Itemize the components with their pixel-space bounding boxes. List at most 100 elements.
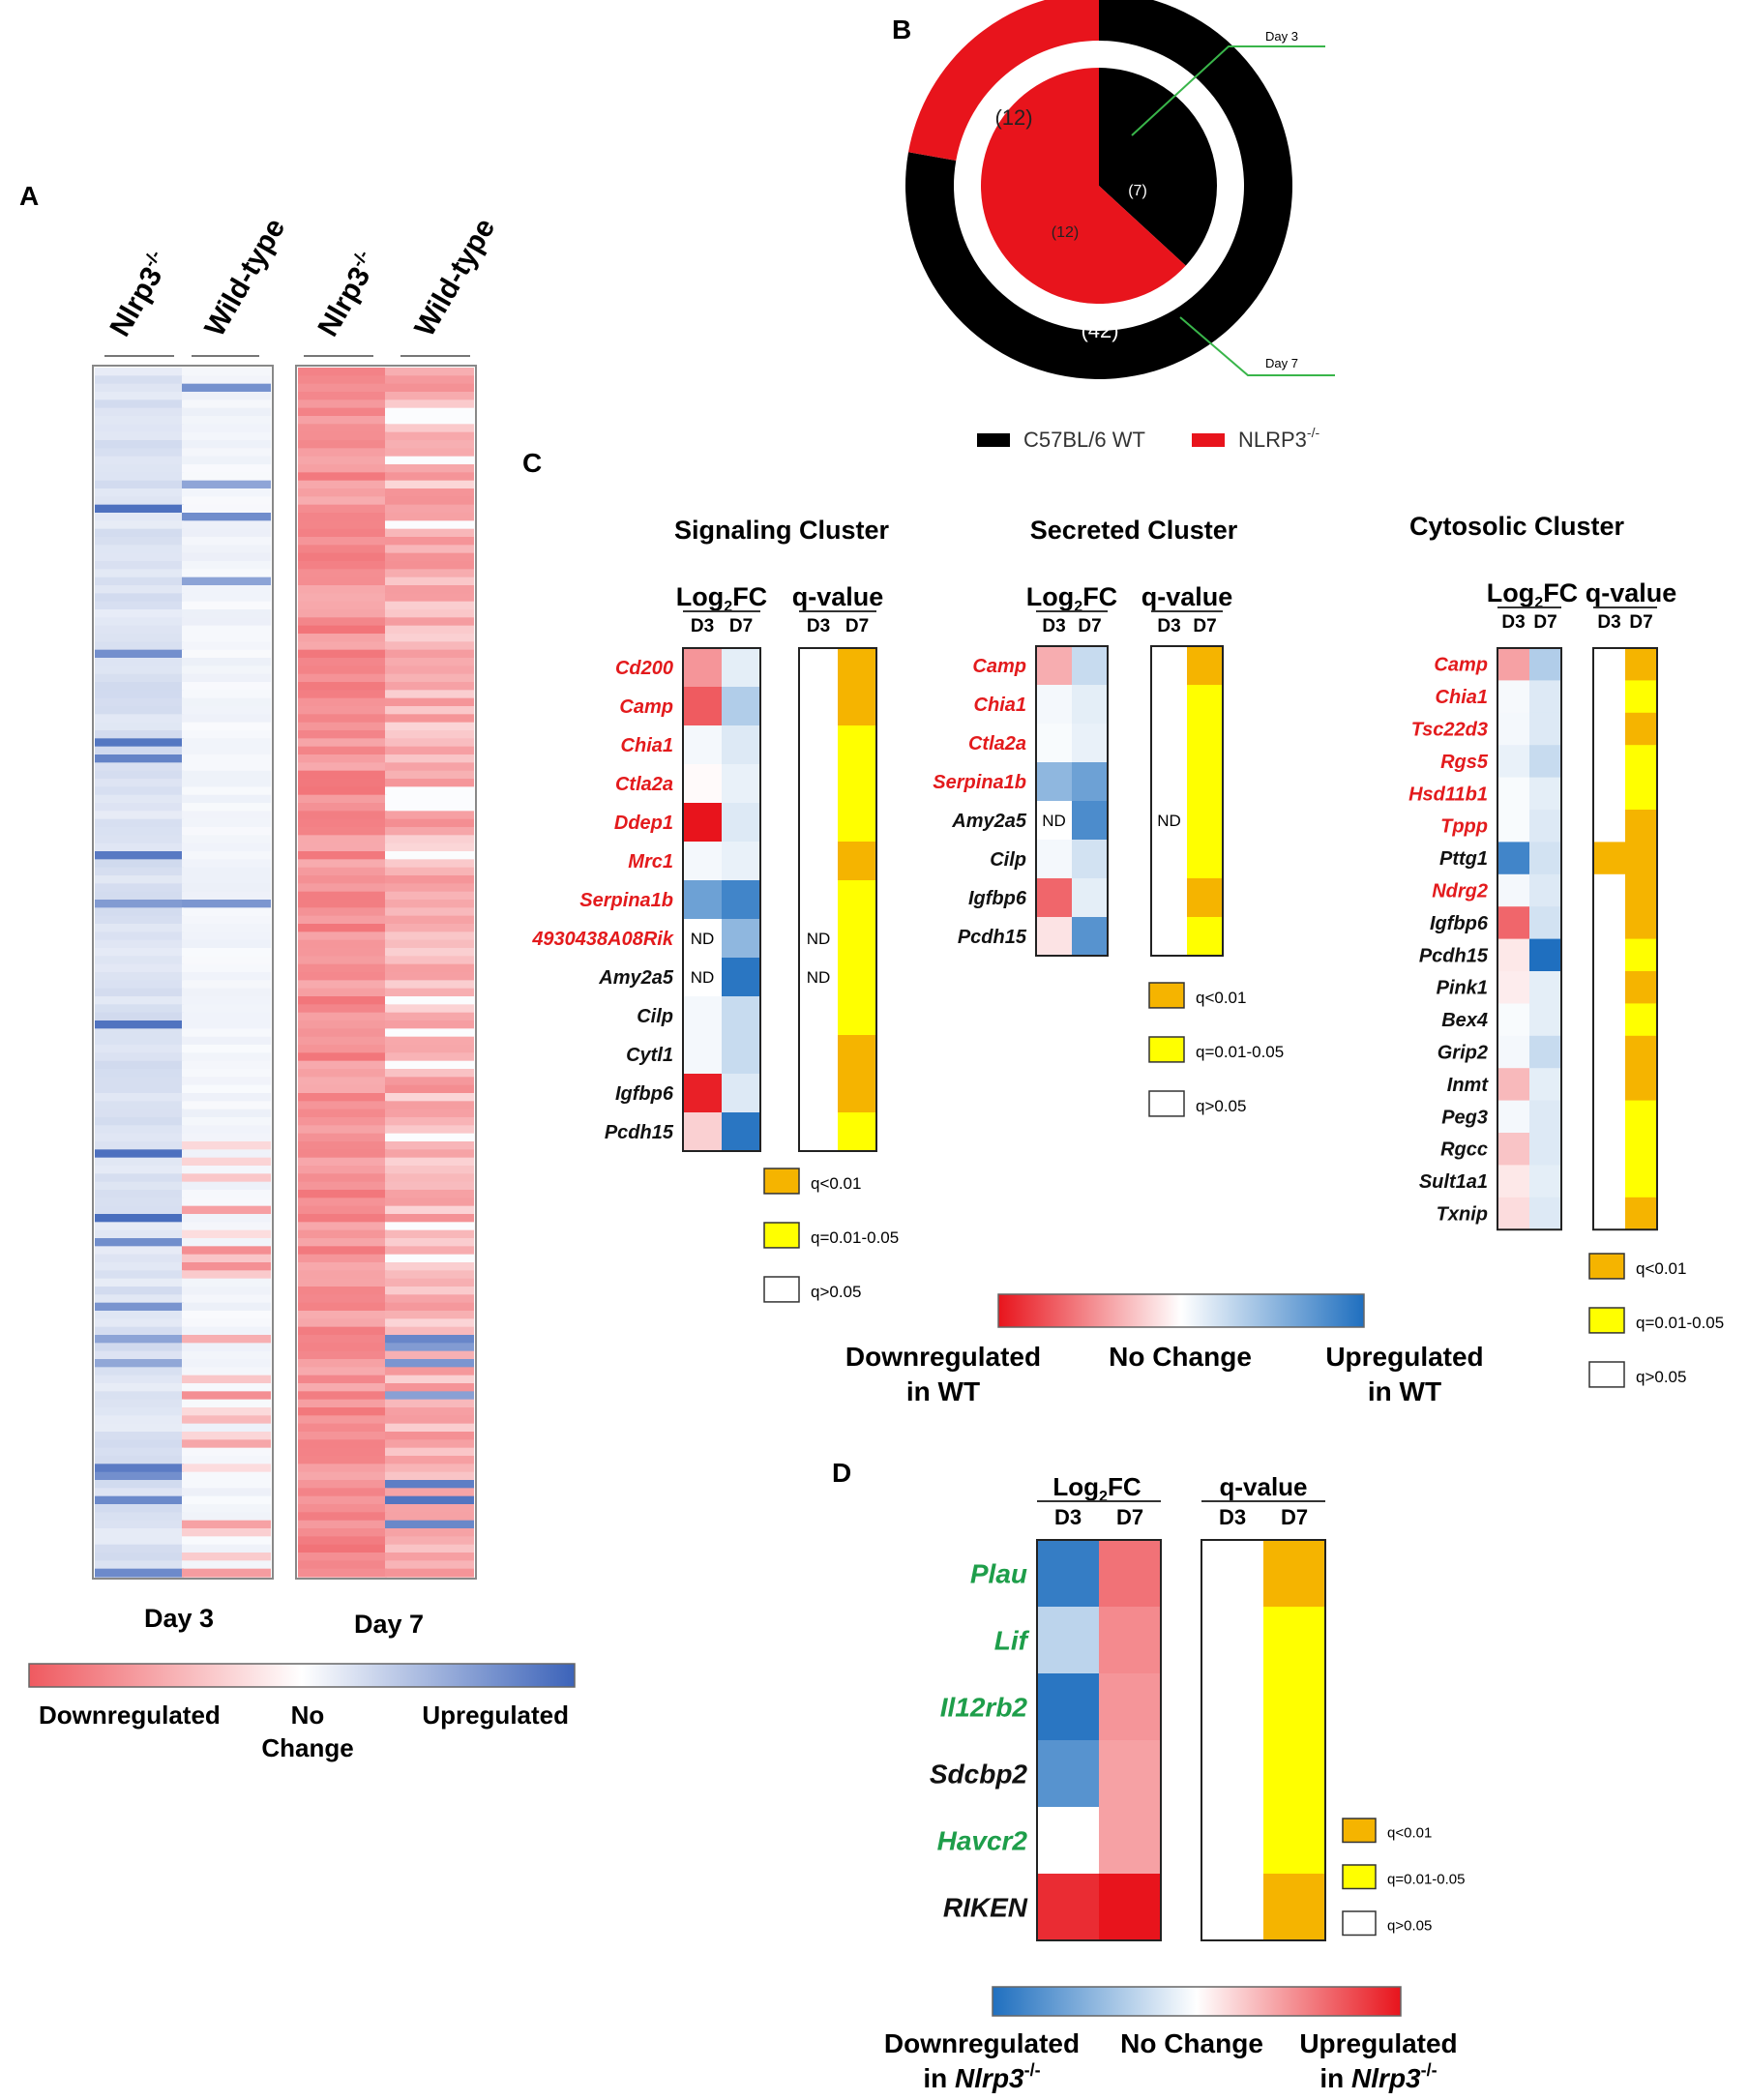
heat-cell bbox=[298, 1488, 387, 1497]
log2fc-cell bbox=[1036, 878, 1072, 918]
log2fc-cell bbox=[722, 687, 760, 726]
column-label-d3: D3 bbox=[1054, 1505, 1082, 1529]
heat-cell bbox=[95, 1536, 184, 1546]
gene-label: Il12rb2 bbox=[940, 1692, 1028, 1722]
heat-cell bbox=[298, 488, 387, 497]
heat-cell bbox=[95, 1109, 184, 1118]
panel-letter-c: C bbox=[522, 448, 542, 478]
heat-cell bbox=[385, 1133, 474, 1142]
heat-cell bbox=[95, 835, 184, 844]
heat-cell bbox=[298, 1270, 387, 1280]
heat-cell bbox=[298, 1343, 387, 1352]
heat-cell bbox=[95, 803, 184, 812]
heat-cell bbox=[385, 1012, 474, 1021]
heat-cell bbox=[385, 577, 474, 586]
heat-cell bbox=[298, 1407, 387, 1416]
heat-cell bbox=[298, 609, 387, 618]
heat-cell bbox=[95, 1568, 184, 1578]
heat-cell bbox=[385, 1166, 474, 1174]
heat-cell bbox=[385, 1560, 474, 1570]
heat-cell bbox=[95, 980, 184, 990]
q-cell-d3 bbox=[1593, 842, 1625, 875]
heat-cell bbox=[298, 513, 387, 521]
q-frame bbox=[1592, 647, 1658, 1231]
heat-cell bbox=[298, 1262, 387, 1271]
outer-slice-ko bbox=[908, 0, 1099, 161]
log2fc-cell bbox=[683, 996, 722, 1036]
heat-cell bbox=[385, 520, 474, 530]
heat-cell bbox=[385, 641, 474, 651]
log2fc-cell bbox=[683, 648, 722, 688]
heat-cell bbox=[385, 658, 474, 666]
log2fc-cell bbox=[1037, 1673, 1099, 1741]
heat-cell bbox=[182, 456, 271, 465]
heat-cell bbox=[182, 1367, 271, 1376]
log2fc-header: Log2FC bbox=[1487, 578, 1578, 611]
log2fc-cell bbox=[1072, 917, 1108, 957]
log2fc-cell bbox=[1497, 810, 1529, 843]
heat-cell bbox=[298, 932, 387, 941]
heat-cell bbox=[182, 1133, 271, 1142]
q-cell-d7 bbox=[838, 1035, 876, 1075]
heat-cell bbox=[182, 399, 271, 409]
heat-cell bbox=[95, 496, 184, 506]
log2fc-cell bbox=[1529, 906, 1561, 940]
heat-cell bbox=[298, 1391, 387, 1401]
heat-cell bbox=[95, 520, 184, 530]
heat-cell bbox=[95, 1149, 184, 1159]
heat-cell bbox=[95, 730, 184, 739]
log2fc-cell bbox=[1037, 1607, 1099, 1674]
log2fc-cell bbox=[683, 764, 722, 804]
heat-cell bbox=[95, 1456, 184, 1464]
heat-cell bbox=[298, 1335, 387, 1344]
heat-cell bbox=[95, 1495, 184, 1505]
log2fc-cell bbox=[1529, 1100, 1561, 1134]
heat-cell bbox=[385, 1262, 474, 1271]
heat-cell bbox=[385, 448, 474, 458]
q-cell-d7 bbox=[838, 1074, 876, 1113]
heat-cell bbox=[385, 843, 474, 852]
scale-mid-label: No Change bbox=[1120, 2028, 1263, 2058]
heat-cell bbox=[182, 1471, 271, 1481]
q-cell-d7 bbox=[1625, 712, 1657, 746]
heat-cell bbox=[95, 617, 184, 627]
log2fc-cell bbox=[1497, 1035, 1529, 1069]
heat-cell bbox=[182, 891, 271, 901]
heat-cell bbox=[385, 625, 474, 635]
heat-cell bbox=[298, 416, 387, 425]
log2fc-cell bbox=[1072, 646, 1108, 686]
heat-cell bbox=[95, 1077, 184, 1086]
heat-cell bbox=[298, 1214, 387, 1223]
heat-cell bbox=[182, 1415, 271, 1425]
heat-cell bbox=[95, 1052, 184, 1062]
legend-label-q-lt: q<0.01 bbox=[1636, 1259, 1686, 1278]
heat-cell bbox=[385, 907, 474, 917]
heat-cell bbox=[298, 1447, 387, 1457]
q-cell-d3 bbox=[1151, 646, 1187, 686]
heat-cell bbox=[298, 803, 387, 812]
scale-high-label: Upregulated bbox=[1325, 1342, 1483, 1372]
heat-cell bbox=[298, 545, 387, 554]
heat-cell bbox=[298, 1254, 387, 1263]
gene-label: Igfbp6 bbox=[968, 888, 1027, 909]
q-cell-d7 bbox=[1625, 906, 1657, 940]
log2fc-cell bbox=[1072, 840, 1108, 879]
heat-cell bbox=[298, 472, 387, 482]
q-frame bbox=[798, 647, 877, 1152]
heat-cell bbox=[95, 1205, 184, 1215]
q-cell-d3 bbox=[799, 648, 838, 688]
gene-label: Camp bbox=[972, 656, 1026, 677]
heat-cell bbox=[385, 399, 474, 409]
heat-cell bbox=[182, 1278, 271, 1287]
heat-cell bbox=[95, 416, 184, 425]
heat-cell bbox=[385, 456, 474, 465]
heat-cell bbox=[385, 859, 474, 869]
q-cell-d7 bbox=[1625, 1197, 1657, 1230]
heat-cell bbox=[182, 996, 271, 1005]
q-cell-d7 bbox=[1625, 648, 1657, 681]
heat-cell bbox=[95, 368, 184, 376]
heat-cell bbox=[298, 1069, 387, 1078]
heat-cell bbox=[298, 996, 387, 1005]
column-label-d7: D7 bbox=[1629, 612, 1652, 633]
